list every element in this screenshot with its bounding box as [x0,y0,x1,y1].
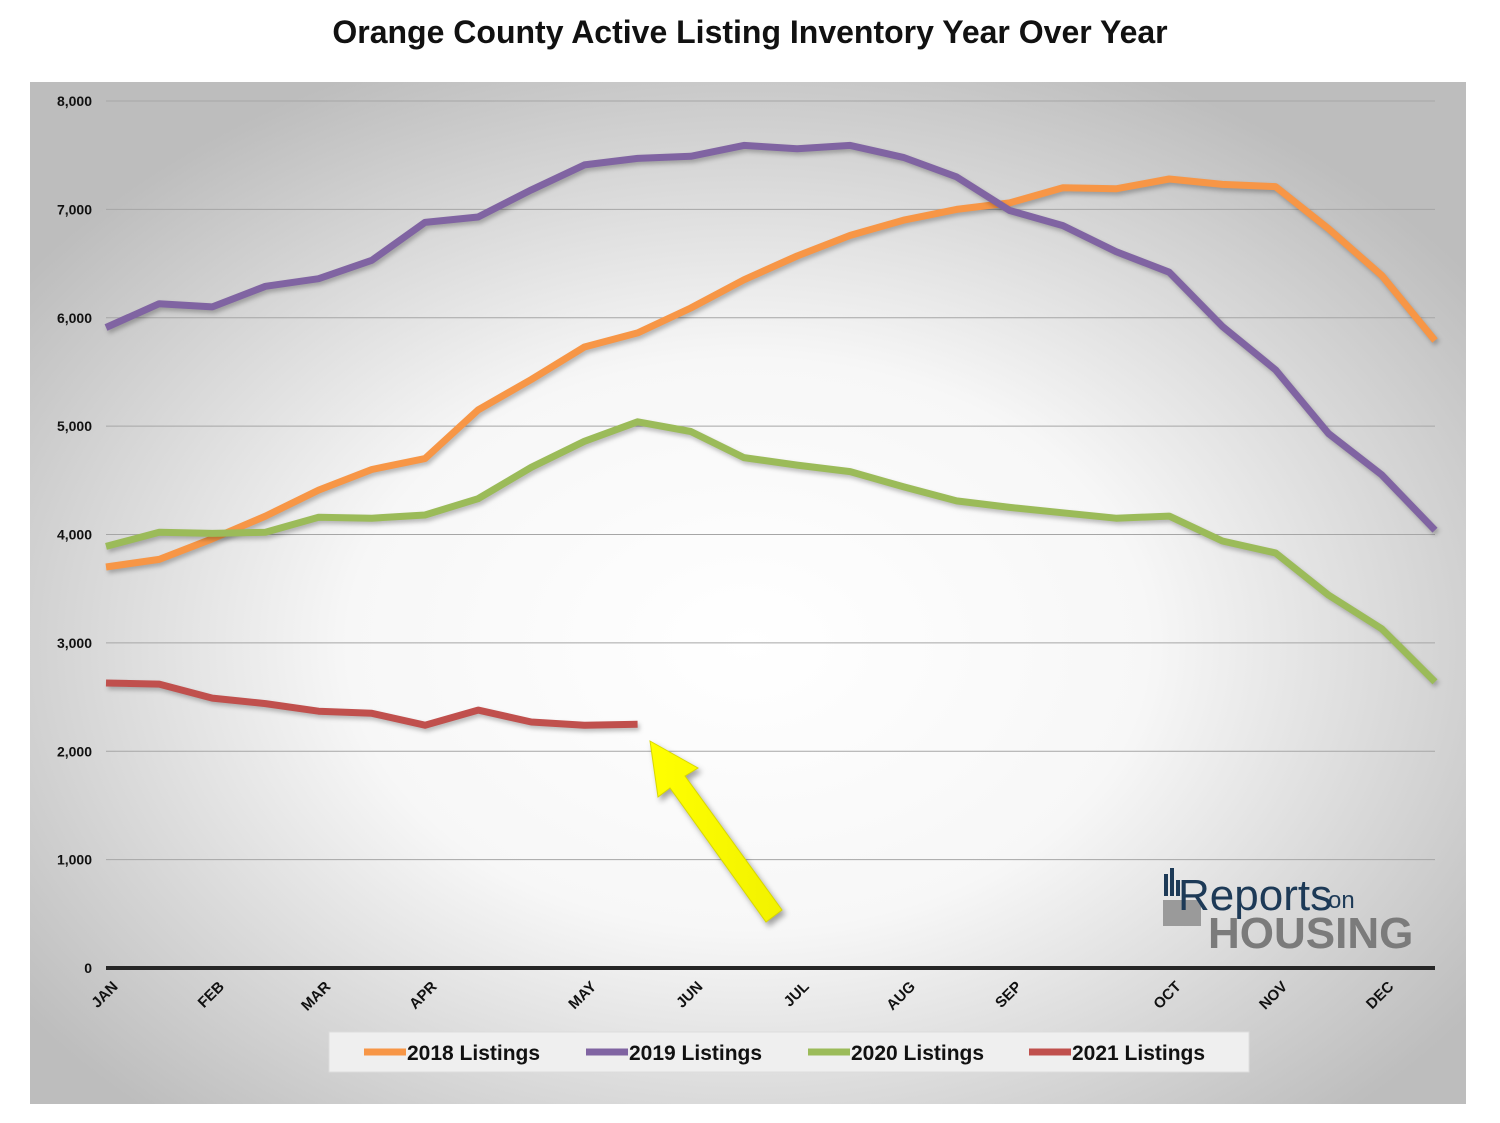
chart-background [30,82,1466,1104]
legend-box [328,1031,1250,1073]
logo-bars-icon-2 [1170,868,1174,896]
y-tick-label: 1,000 [57,852,92,868]
series-line-2020-listings [105,418,1438,685]
y-tick-label: 5,000 [57,418,92,434]
line-chart: 0 1,000 2,000 3,000 4,000 5,000 6,000 7,000 8,00… [30,82,1466,1104]
y-tick-label: 8,000 [57,93,92,109]
y-tick-label: 6,000 [57,310,92,326]
chart-title: Orange County Active Listing Inventory Y… [332,14,1168,50]
y-tick-label: 4,000 [57,527,92,543]
series-line-2021-listings [105,679,638,729]
logo-bars-icon-3 [1176,880,1180,896]
logo-bars-icon [1164,874,1168,896]
highlight-arrow [649,740,783,923]
logo-on-text: on [1328,887,1355,914]
y-tick-label: 2,000 [57,743,92,759]
y-tick-label: 0 [84,960,92,976]
series-line-2019-listings [104,141,1438,533]
y-tick-label: 7,000 [57,201,92,217]
logo-reports-text: Reports [1178,871,1332,920]
y-tick-label: 3,000 [57,635,92,651]
legend-label-2020-listings: 2020 Listings [851,1042,984,1065]
legend-label-2021-listings: 2021 Listings [1072,1042,1205,1065]
legend-label-2018-listings: 2018 Listings [407,1042,540,1065]
reports-on-housing-logo: Reports on HOUSING [1163,868,1413,958]
legend-label-2019-listings: 2019 Listings [629,1042,762,1065]
series-line-2018-listings [105,175,1438,571]
chart-area: 0 1,000 2,000 3,000 4,000 5,000 6,000 7,000 8,00… [30,82,1466,1104]
logo-house-shape [1163,900,1201,926]
logo-housing-text: HOUSING [1208,909,1413,958]
